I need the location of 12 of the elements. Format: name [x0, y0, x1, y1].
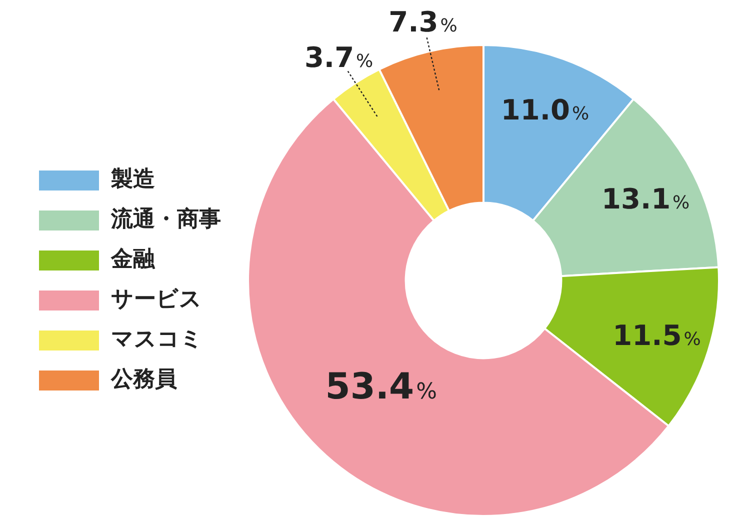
data-label: 13.1%: [601, 182, 690, 216]
legend-label: 金融: [110, 247, 156, 272]
legend-label: マスコミ: [111, 327, 203, 352]
legend-label: 公務員: [110, 367, 177, 392]
legend-label: サービス: [111, 287, 202, 312]
data-label: 7.3%: [388, 5, 458, 38]
data-label: 11.0%: [500, 94, 590, 127]
legend-label: 製造: [110, 167, 155, 192]
data-label: 53.4%: [325, 366, 438, 408]
data-label: 11.5%: [612, 318, 701, 352]
data-label: 3.7%: [304, 41, 374, 74]
legend-label: 流通・商事: [110, 206, 221, 232]
